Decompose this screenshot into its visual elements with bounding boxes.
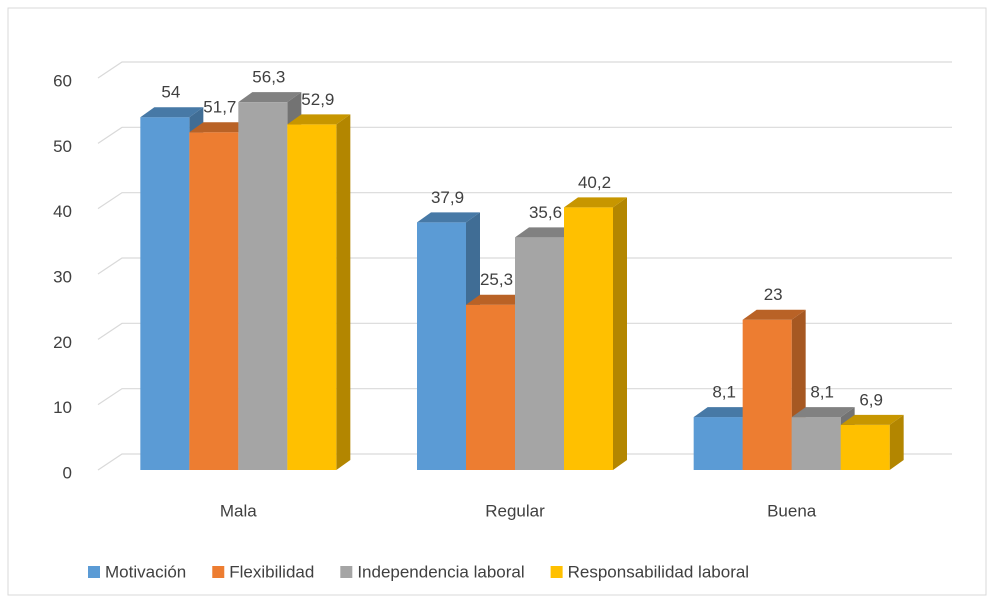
bar [466, 304, 515, 470]
grid-line [97, 192, 952, 210]
bar-top [287, 114, 351, 125]
bar-top [189, 122, 253, 133]
grid-line [97, 322, 952, 340]
data-label: 37,9 [431, 188, 464, 207]
legend-label: Flexibilidad [229, 562, 314, 581]
bar-top [417, 212, 480, 223]
bar [693, 417, 743, 470]
data-label: 40,2 [578, 173, 611, 192]
bar [742, 319, 792, 470]
bar-top [742, 309, 806, 320]
legend-swatch [550, 566, 563, 578]
bar [287, 124, 337, 471]
data-label: 8,1 [712, 383, 736, 402]
data-label: 56,3 [252, 68, 285, 87]
legend-swatch [340, 566, 353, 578]
data-label: 25,3 [480, 270, 513, 289]
y-tick-label: 50 [53, 137, 72, 156]
legend-swatch [212, 566, 225, 578]
bar [791, 417, 841, 470]
bar [417, 222, 466, 470]
bar [238, 102, 288, 470]
bar-top [840, 414, 904, 425]
x-tick-label: Regular [485, 501, 545, 520]
y-tick-label: 20 [53, 333, 72, 352]
bar-side [336, 114, 351, 471]
data-label: 23 [764, 285, 783, 304]
x-tick-label: Mala [220, 501, 257, 520]
y-tick-label: 40 [53, 202, 72, 221]
bar-side [613, 197, 627, 471]
grid-line [97, 388, 952, 406]
bar-top [791, 407, 855, 418]
bar-side [889, 414, 904, 470]
legend-label: Responsabilidad laboral [568, 562, 749, 581]
y-tick-label: 0 [63, 463, 72, 482]
bar [515, 237, 564, 470]
data-label: 54 [161, 83, 180, 102]
y-tick-label: 30 [53, 267, 72, 286]
bar [840, 424, 890, 470]
data-label: 6,9 [859, 390, 883, 409]
grid-line [97, 257, 952, 275]
bar-top [564, 197, 627, 208]
bar-top [693, 407, 757, 418]
x-tick-label: Buena [767, 501, 817, 520]
grid-line [97, 126, 952, 144]
data-label: 35,6 [529, 203, 562, 222]
bar [564, 207, 613, 471]
bar-top [140, 107, 204, 118]
bar-top [238, 92, 302, 103]
data-label: 51,7 [203, 98, 236, 117]
data-label: 52,9 [301, 90, 334, 109]
data-label: 8,1 [810, 383, 834, 402]
bar [189, 132, 239, 470]
legend-swatch [88, 566, 100, 578]
bar [140, 117, 190, 470]
y-tick-label: 60 [53, 71, 72, 90]
legend-label: Motivación [105, 562, 186, 581]
y-tick-label: 10 [53, 398, 72, 417]
bar-top [466, 294, 529, 305]
bar-top [515, 227, 578, 238]
grid-line [97, 453, 952, 471]
legend-label: Independencia laboral [357, 562, 524, 581]
grid-line [97, 61, 952, 79]
